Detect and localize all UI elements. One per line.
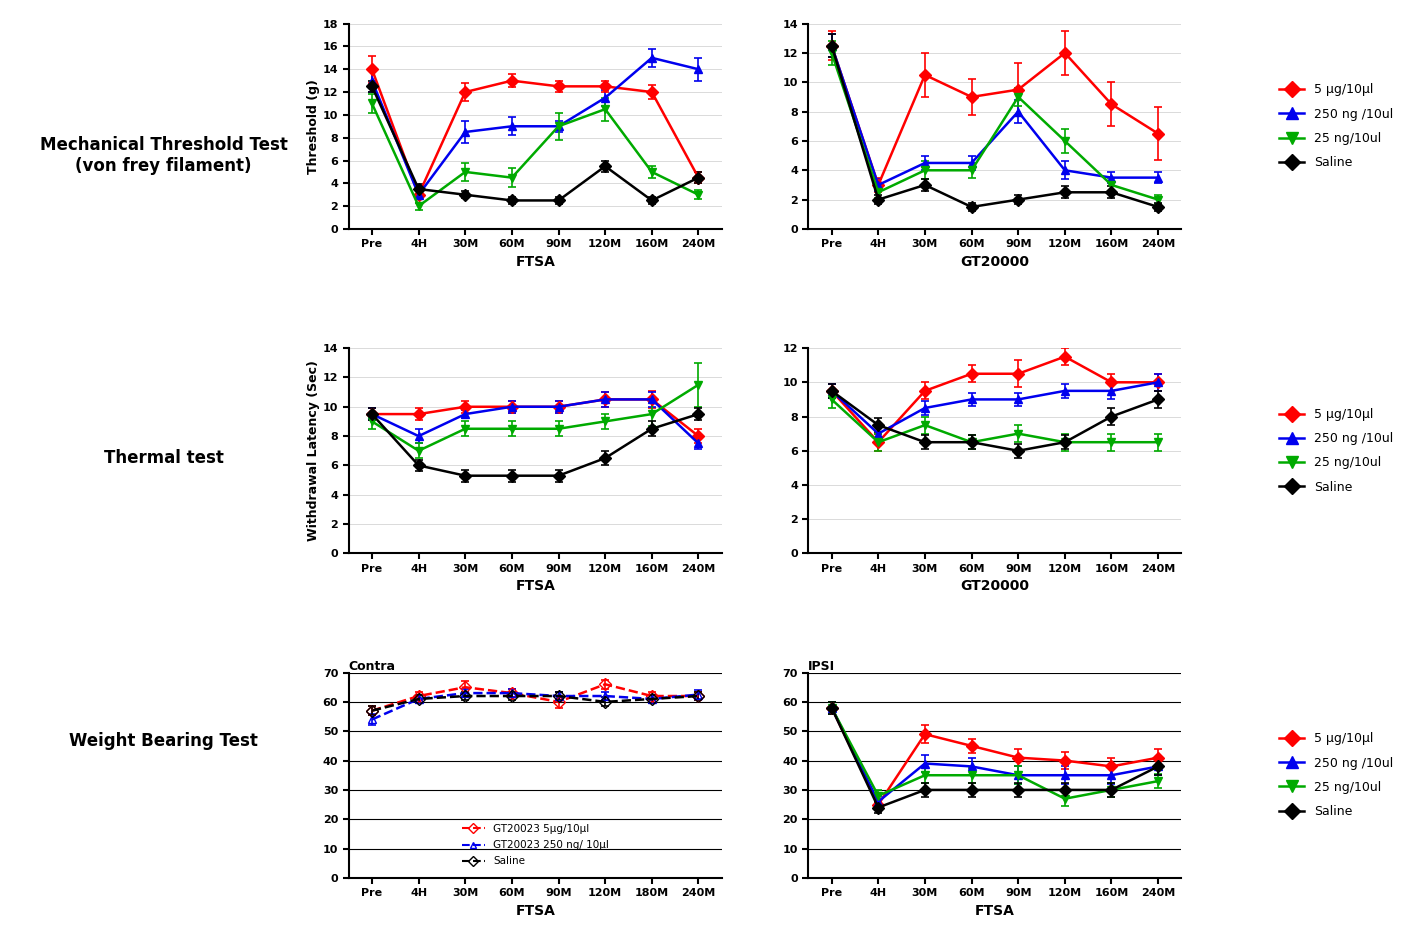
Y-axis label: Withdrawal Latency (Sec): Withdrawal Latency (Sec) (307, 361, 320, 541)
X-axis label: FTSA: FTSA (515, 255, 555, 269)
Text: Thermal test: Thermal test (104, 448, 223, 467)
Legend: 5 μg/10μl, 250 ng /10ul, 25 ng/10ul, Saline: 5 μg/10μl, 250 ng /10ul, 25 ng/10ul, Sal… (1274, 403, 1399, 498)
Legend: 5 μg/10μl, 250 ng /10ul, 25 ng/10ul, Saline: 5 μg/10μl, 250 ng /10ul, 25 ng/10ul, Sal… (1274, 78, 1399, 174)
X-axis label: GT20000: GT20000 (961, 255, 1029, 269)
X-axis label: GT20000: GT20000 (961, 580, 1029, 594)
X-axis label: FTSA: FTSA (515, 580, 555, 594)
Legend: 5 μg/10μl, 250 ng /10ul, 25 ng/10ul, Saline: 5 μg/10μl, 250 ng /10ul, 25 ng/10ul, Sal… (1274, 728, 1399, 823)
Text: Contra: Contra (349, 660, 396, 672)
Legend: GT20023 5μg/10μl, GT20023 250 ng/ 10μl, Saline: GT20023 5μg/10μl, GT20023 250 ng/ 10μl, … (457, 819, 613, 870)
X-axis label: FTSA: FTSA (975, 904, 1015, 918)
Text: Mechanical Threshold Test
(von frey filament): Mechanical Threshold Test (von frey fila… (40, 136, 287, 176)
Y-axis label: Threshold (g): Threshold (g) (307, 79, 320, 174)
Text: IPSI: IPSI (808, 660, 835, 672)
Text: Weight Bearing Test: Weight Bearing Test (70, 732, 258, 750)
X-axis label: FTSA: FTSA (515, 904, 555, 918)
